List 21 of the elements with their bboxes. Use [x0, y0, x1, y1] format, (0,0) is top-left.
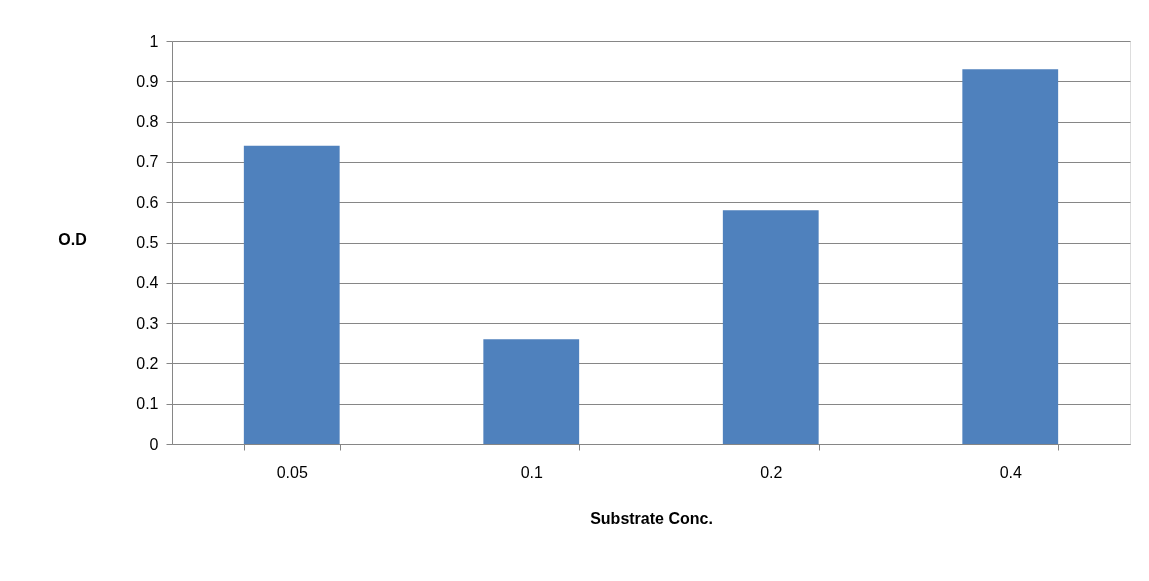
y-tick-label: 0.5: [136, 234, 159, 251]
y-tick-label: 0: [149, 435, 159, 453]
x-tick-label: 0.05: [276, 463, 308, 481]
bar: [243, 145, 340, 444]
y-tick-label: 0.6: [136, 193, 159, 211]
y-tick-label: 0.8: [136, 113, 159, 131]
y-tick-label: 0.3: [136, 314, 159, 332]
bar: [722, 210, 819, 444]
y-tick-label: 0.7: [136, 153, 159, 171]
bar: [962, 69, 1059, 444]
y-tick-label: 0.4: [136, 274, 159, 292]
x-tick-label: 0.1: [520, 463, 543, 481]
y-axis-title: O.D: [58, 230, 87, 248]
bar: [483, 339, 580, 444]
y-tick-label: 0.1: [136, 395, 159, 413]
y-tick-label: 0.2: [136, 354, 159, 372]
y-tick-label: 1: [149, 32, 159, 50]
x-tick-label: 0.4: [999, 463, 1022, 481]
x-tick-label: 0.2: [760, 463, 783, 481]
x-axis-title: Substrate Conc.: [590, 509, 713, 527]
y-tick-label: 0.9: [136, 72, 159, 90]
